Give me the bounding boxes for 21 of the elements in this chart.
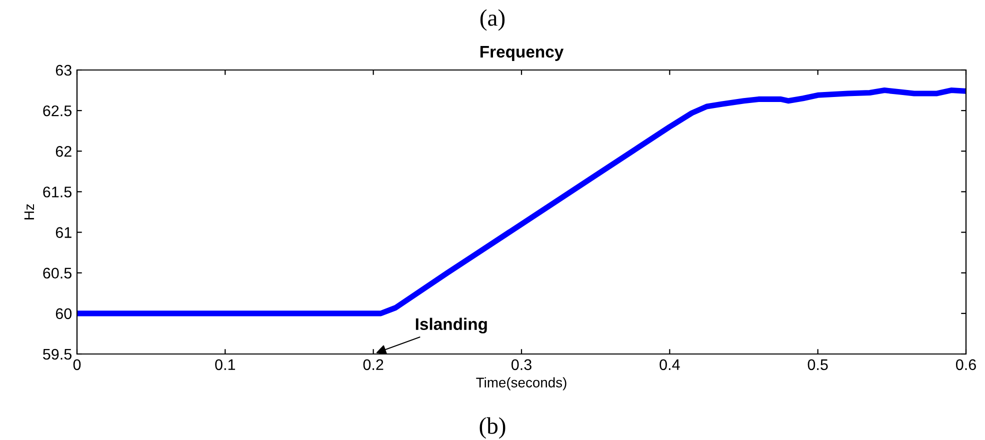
y-tick-label: 63 — [56, 64, 72, 76]
x-axis-title: Time(seconds) — [476, 377, 566, 390]
x-tick-label: 0.2 — [363, 359, 384, 370]
y-tick-label: 59.5 — [43, 348, 72, 360]
x-tick-label: 0.4 — [660, 359, 680, 370]
y-tick-label: 60.5 — [43, 268, 72, 279]
y-tick-label: 61.5 — [43, 186, 72, 198]
y-tick-label: 62 — [56, 146, 72, 157]
y-axis-title: Hz — [24, 204, 34, 220]
x-tick-label: 0.6 — [956, 359, 976, 370]
y-tick-label: 60 — [56, 308, 72, 320]
y-tick-label: 62.5 — [43, 105, 72, 116]
x-tick-label: 0 — [73, 359, 81, 370]
x-tick-label: 0.3 — [511, 359, 532, 370]
annotation: Islanding — [416, 318, 487, 334]
text: (a) — [480, 9, 505, 31]
x-tick-label: 0.1 — [215, 359, 236, 370]
chart-title: Frequency — [480, 46, 564, 61]
y-tick-label: 61 — [56, 227, 72, 238]
x-tick-label: 0.5 — [808, 359, 828, 370]
text: (b) — [480, 417, 506, 439]
